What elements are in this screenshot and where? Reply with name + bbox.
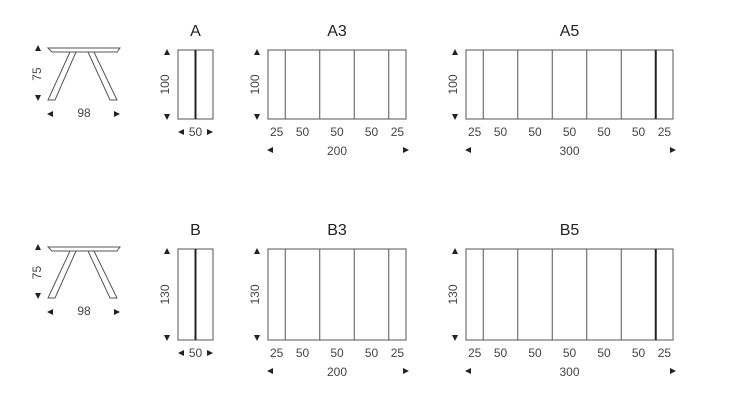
side-view-tabletop: [46, 47, 121, 53]
side-depth-label: 98: [77, 106, 91, 120]
side-view-leg: [87, 51, 118, 101]
arrow-icon: [35, 45, 41, 51]
depth-label: 130: [446, 284, 460, 304]
segment-label: 25: [270, 346, 284, 360]
arrow-icon: [164, 114, 170, 120]
arrow-icon: [403, 147, 409, 153]
segment-label: 50: [330, 125, 344, 139]
side-view-leg: [87, 250, 118, 299]
arrow-icon: [254, 114, 260, 120]
arrow-icon: [114, 309, 120, 315]
segment-label: 50: [330, 346, 344, 360]
segment-label: 25: [468, 125, 482, 139]
arrow-icon: [114, 111, 120, 117]
arrow-icon: [47, 309, 53, 315]
table-top-outline: [465, 49, 674, 120]
depth-label: 100: [446, 74, 460, 94]
arrow-icon: [267, 147, 273, 153]
arrow-icon: [452, 335, 458, 341]
depth-label: 100: [248, 74, 262, 94]
segment-label: 25: [391, 346, 405, 360]
arrow-icon: [452, 114, 458, 120]
table-top-outline: [267, 49, 407, 120]
segment-label: 50: [296, 346, 310, 360]
table-title: B3: [327, 222, 347, 239]
total-width-label: 200: [327, 365, 347, 379]
arrow-icon: [465, 368, 471, 374]
table-top-outline: [267, 248, 407, 341]
total-width-label: 200: [327, 144, 347, 158]
segment-label: 50: [597, 346, 611, 360]
segment-label: 25: [270, 125, 284, 139]
segment-label: 50: [528, 346, 542, 360]
arrow-icon: [35, 244, 41, 250]
arrow-icon: [267, 368, 273, 374]
arrow-icon: [452, 49, 458, 55]
table-title: A3: [327, 23, 347, 40]
table-title: B5: [560, 222, 580, 239]
segment-label: 50: [494, 125, 508, 139]
segment-label: 50: [365, 125, 379, 139]
segment-label: 50: [632, 346, 646, 360]
arrow-icon: [35, 293, 41, 299]
depth-label: 100: [158, 74, 172, 94]
arrow-icon: [164, 49, 170, 55]
arrow-icon: [670, 368, 676, 374]
segment-label: 50: [189, 125, 203, 139]
segment-label: 25: [658, 346, 672, 360]
depth-label: 130: [248, 284, 262, 304]
arrow-icon: [452, 248, 458, 254]
arrow-icon: [254, 248, 260, 254]
segment-label: 25: [468, 346, 482, 360]
side-height-label: 75: [30, 266, 44, 280]
arrow-icon: [178, 129, 184, 135]
arrow-icon: [178, 350, 184, 356]
table-title: A: [190, 23, 201, 40]
segment-label: 50: [563, 346, 577, 360]
arrow-icon: [164, 335, 170, 341]
side-view-leg: [47, 51, 77, 101]
arrow-icon: [670, 147, 676, 153]
arrow-icon: [254, 49, 260, 55]
total-width-label: 300: [559, 144, 579, 158]
segment-label: 25: [391, 125, 405, 139]
arrow-icon: [403, 368, 409, 374]
depth-label: 130: [158, 284, 172, 304]
segment-label: 50: [597, 125, 611, 139]
segment-label: 50: [494, 346, 508, 360]
side-depth-label: 98: [77, 304, 91, 318]
total-width-label: 300: [559, 365, 579, 379]
side-height-label: 75: [30, 67, 44, 81]
arrow-icon: [164, 248, 170, 254]
segment-label: 25: [658, 125, 672, 139]
segment-label: 50: [632, 125, 646, 139]
side-view-tabletop: [46, 246, 121, 252]
segment-label: 50: [189, 346, 203, 360]
segment-label: 50: [528, 125, 542, 139]
arrow-icon: [254, 335, 260, 341]
segment-label: 50: [563, 125, 577, 139]
table-top-outline: [465, 248, 674, 341]
arrow-icon: [47, 111, 53, 117]
segment-label: 50: [365, 346, 379, 360]
arrow-icon: [207, 350, 213, 356]
arrow-icon: [207, 129, 213, 135]
arrow-icon: [465, 147, 471, 153]
side-view-leg: [47, 250, 77, 299]
arrow-icon: [35, 95, 41, 101]
table-title: B: [190, 222, 201, 239]
segment-label: 50: [296, 125, 310, 139]
table-title: A5: [560, 23, 580, 40]
